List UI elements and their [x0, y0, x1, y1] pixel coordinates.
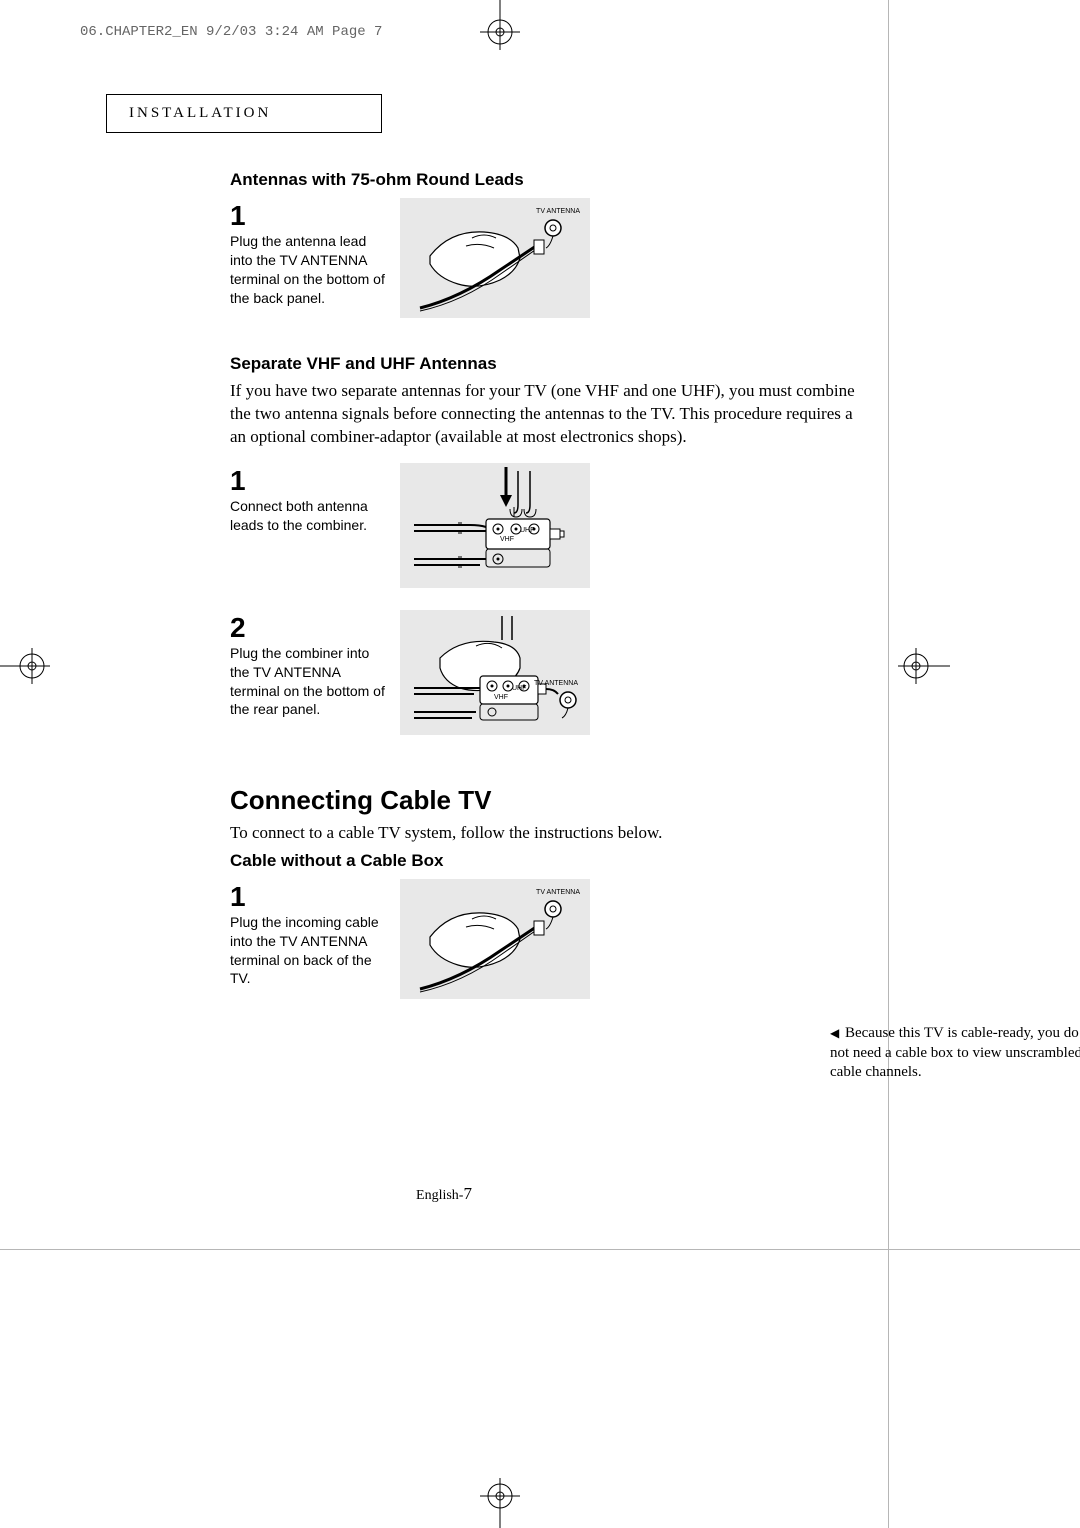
crop-mark-top	[470, 0, 530, 50]
illustration-combiner-2: VHF UHF TV ANTENNA	[400, 610, 590, 735]
illus-label-uhf: UHF	[512, 685, 526, 692]
crop-mark-bottom	[470, 1478, 530, 1528]
step-number: 1	[230, 202, 386, 230]
heading-75ohm: Antennas with 75-ohm Round Leads	[230, 170, 870, 190]
illustration-combiner-1: VHF UHF	[400, 463, 590, 588]
heading-vhf-uhf: Separate VHF and UHF Antennas	[230, 354, 870, 374]
illustration-hand-plug-2: TV ANTENNA	[400, 879, 590, 999]
heading-cable-tv: Connecting Cable TV	[230, 785, 870, 816]
print-header: 06.CHAPTER2_EN 9/2/03 3:24 AM Page 7	[80, 24, 382, 40]
illus-label-tvantenna: TV ANTENNA	[534, 680, 578, 687]
footer-lang: English-	[416, 1188, 463, 1203]
step-text: Plug the antenna lead into the TV ANTENN…	[230, 232, 386, 308]
page-content: Antennas with 75-ohm Round Leads 1 Plug …	[230, 160, 870, 999]
step-block-vhfuhf-1: 1 Connect both antenna leads to the comb…	[230, 463, 870, 588]
note-cable-ready: Because this TV is cable-ready, you do n…	[830, 1024, 1080, 1083]
illus-label-tvantenna: TV ANTENNA	[536, 889, 580, 896]
step-text: Plug the incoming cable into the TV ANTE…	[230, 913, 386, 989]
section-tab-label: INSTALLATION	[129, 105, 271, 121]
step-text: Connect both antenna leads to the combin…	[230, 497, 386, 535]
step-number: 2	[230, 614, 386, 642]
intro-cable-tv: To connect to a cable TV system, follow …	[230, 822, 870, 845]
intro-vhf-uhf: If you have two separate antennas for yo…	[230, 380, 870, 449]
note-text: Because this TV is cable-ready, you do n…	[830, 1025, 1080, 1080]
step-number: 1	[230, 467, 386, 495]
illustration-hand-plug-1: TV ANTENNA	[400, 198, 590, 318]
trim-line-vertical	[888, 0, 889, 1528]
illus-label-tvantenna: TV ANTENNA	[536, 208, 580, 215]
illus-label-vhf: VHF	[500, 536, 514, 543]
trim-line-horizontal	[0, 1249, 1080, 1250]
step-block-cable-1: 1 Plug the incoming cable into the TV AN…	[230, 879, 870, 999]
step-text: Plug the combiner into the TV ANTENNA te…	[230, 644, 386, 720]
step-number: 1	[230, 883, 386, 911]
crop-mark-left	[0, 636, 56, 696]
heading-no-cablebox: Cable without a Cable Box	[230, 851, 870, 871]
illus-label-vhf: VHF	[494, 694, 508, 701]
footer-page-number: 7	[463, 1184, 472, 1203]
illus-label-uhf: UHF	[520, 527, 534, 534]
step-block-75ohm-1: 1 Plug the antenna lead into the TV ANTE…	[230, 198, 870, 318]
section-tab: INSTALLATION	[106, 94, 382, 133]
step-block-vhfuhf-2: 2 Plug the combiner into the TV ANTENNA …	[230, 610, 870, 735]
page-footer: English-7	[0, 1184, 888, 1204]
crop-mark-right	[894, 636, 950, 696]
